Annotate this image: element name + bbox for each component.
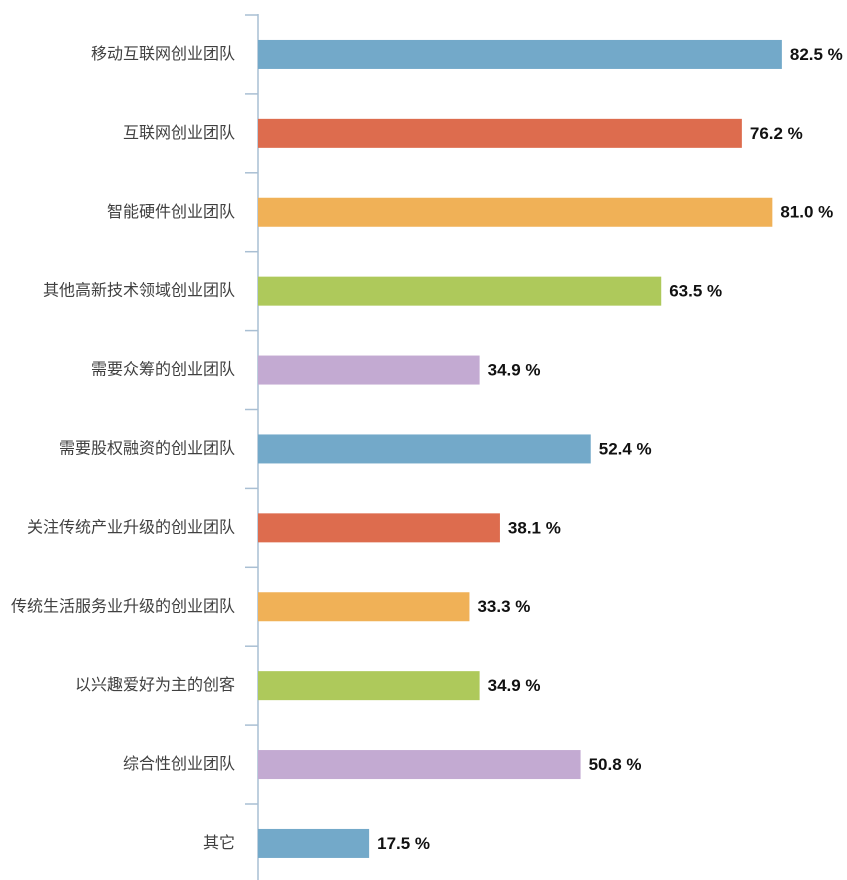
category-label: 智能硬件创业团队 (107, 202, 235, 221)
bar (258, 671, 480, 701)
value-label: 81.0 % (780, 203, 833, 222)
bar (258, 513, 500, 543)
bar (258, 39, 782, 69)
value-label: 63.5 % (669, 282, 722, 301)
bar (258, 750, 581, 780)
bar (258, 355, 480, 385)
category-label: 移动互联网创业团队 (91, 44, 235, 63)
category-label: 需要众筹的创业团队 (91, 360, 235, 379)
category-label: 传统生活服务业升级的创业团队 (11, 596, 235, 615)
category-label: 其它 (203, 833, 235, 852)
category-label: 以兴趣爱好为主的创客 (75, 675, 235, 694)
category-label: 关注传统产业升级的创业团队 (27, 517, 235, 536)
value-label: 52.4 % (599, 439, 652, 458)
value-label: 50.8 % (589, 755, 642, 774)
bar (258, 118, 742, 148)
bar (258, 434, 591, 464)
category-label: 互联网创业团队 (123, 123, 235, 142)
category-label: 其他高新技术领域创业团队 (43, 281, 235, 300)
bar (258, 276, 662, 306)
value-label: 17.5 % (377, 834, 430, 853)
value-label: 76.2 % (750, 124, 803, 143)
bar (258, 828, 370, 858)
value-label: 38.1 % (508, 518, 561, 537)
category-label: 需要股权融资的创业团队 (59, 438, 235, 457)
value-label: 33.3 % (477, 597, 530, 616)
bar (258, 592, 470, 622)
value-label: 82.5 % (790, 45, 843, 64)
bar (258, 197, 773, 227)
value-label: 34.9 % (488, 361, 541, 380)
value-label: 34.9 % (488, 676, 541, 695)
category-label: 综合性创业团队 (123, 754, 235, 773)
